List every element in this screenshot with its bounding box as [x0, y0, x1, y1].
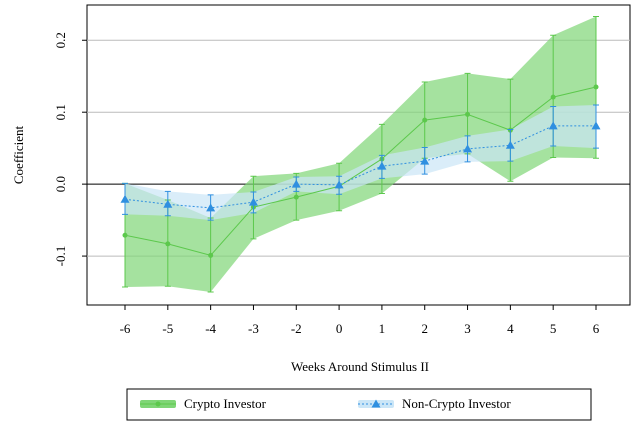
- point: [208, 252, 214, 258]
- x-tick-label: -5: [162, 321, 173, 336]
- point: [550, 94, 556, 100]
- y-tick-label: 0.2: [53, 32, 68, 48]
- point: [291, 179, 301, 188]
- point: [420, 156, 430, 165]
- x-tick-label: -3: [248, 321, 259, 336]
- y-axis-label: Coefficient: [11, 125, 26, 184]
- x-axis-label: Weeks Around Stimulus II: [291, 359, 429, 374]
- series-line: [124, 125, 596, 209]
- x-tick-label: -2: [291, 321, 302, 336]
- point: [165, 241, 171, 247]
- x-tick-label: -6: [120, 321, 131, 336]
- x-tick-label: 1: [379, 321, 386, 336]
- y-tick-label: 0.1: [53, 104, 68, 120]
- point: [122, 232, 128, 238]
- point: [465, 111, 471, 117]
- y-tick-label: 0.0: [53, 176, 68, 192]
- x-tick-label: -4: [205, 321, 216, 336]
- point: [163, 199, 173, 208]
- point: [591, 121, 601, 130]
- point: [422, 117, 428, 123]
- x-tick-label: 4: [507, 321, 514, 336]
- x-tick-label: 6: [593, 321, 600, 336]
- legend-marker: [155, 401, 161, 407]
- point: [377, 161, 387, 170]
- ci-band: [125, 105, 596, 221]
- x-tick-label: 5: [550, 321, 557, 336]
- legend-marker: [371, 399, 381, 408]
- point: [548, 121, 558, 130]
- point: [248, 197, 258, 206]
- legend-box: [126, 388, 592, 421]
- point: [505, 140, 515, 149]
- point: [293, 194, 299, 200]
- series-line: [124, 86, 597, 256]
- x-tick-label: 3: [464, 321, 471, 336]
- ci-band: [125, 16, 596, 293]
- point: [463, 144, 473, 153]
- legend-label: Crypto Investor: [184, 396, 267, 411]
- plot-frame: [86, 4, 631, 306]
- legend-label: Non-Crypto Investor: [402, 396, 511, 411]
- point: [120, 194, 130, 203]
- point: [206, 203, 216, 212]
- y-tick-label: -0.1: [53, 246, 68, 267]
- x-tick-label: 0: [336, 321, 343, 336]
- point: [334, 180, 344, 189]
- x-tick-label: 2: [421, 321, 428, 336]
- point: [593, 84, 599, 90]
